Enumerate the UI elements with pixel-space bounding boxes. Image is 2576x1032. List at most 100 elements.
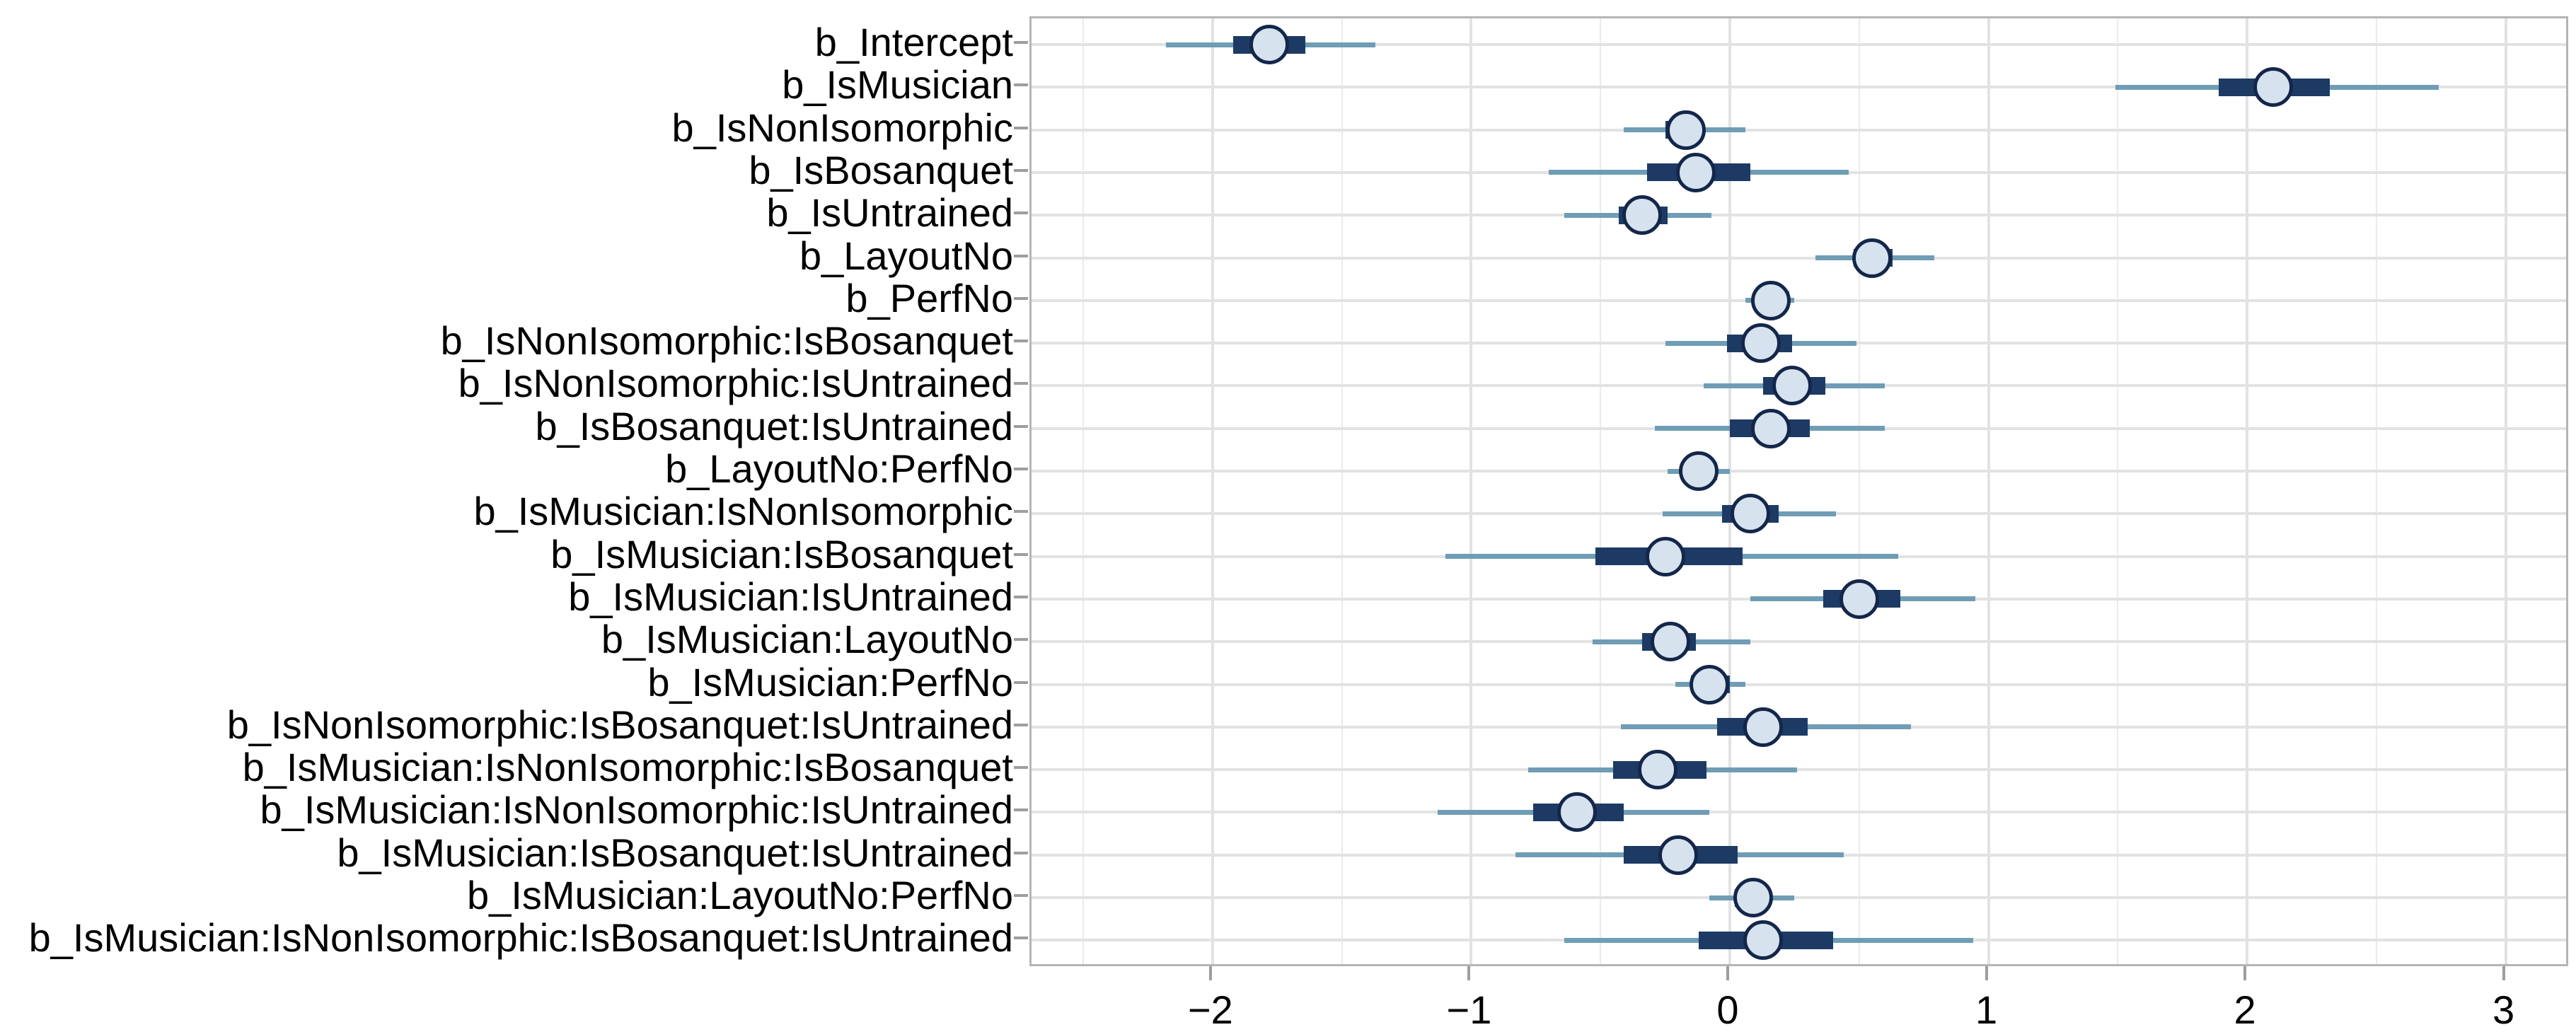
x-tick-label: −1 bbox=[1446, 987, 1492, 1032]
y-tick-mark bbox=[1014, 168, 1028, 172]
row-gridline-h bbox=[1032, 896, 2566, 899]
minor-gridline-v bbox=[2375, 18, 2377, 964]
row-gridline-h bbox=[1032, 128, 2566, 132]
y-tick-mark bbox=[1014, 638, 1028, 642]
y-tick-mark bbox=[1014, 894, 1028, 897]
row-gridline-h bbox=[1032, 683, 2566, 686]
x-tick-label: 3 bbox=[2493, 987, 2515, 1032]
major-gridline-v bbox=[1728, 18, 1731, 964]
minor-gridline-v bbox=[1858, 18, 1860, 964]
y-axis-label: b_IsMusician:IsNonIsomorphic:IsBosanquet… bbox=[28, 915, 1013, 961]
y-axis-label: b_Intercept bbox=[814, 20, 1013, 64]
major-gridline-v bbox=[1211, 18, 1214, 964]
minor-gridline-v bbox=[1082, 18, 1085, 964]
y-tick-mark bbox=[1014, 41, 1028, 44]
row-gridline-h bbox=[1032, 43, 2566, 46]
point-estimate bbox=[1622, 195, 1662, 236]
y-tick-mark bbox=[1014, 808, 1028, 812]
point-estimate bbox=[1637, 750, 1677, 790]
row-gridline-h bbox=[1032, 214, 2566, 217]
y-tick-mark bbox=[1014, 424, 1028, 428]
point-estimate bbox=[1689, 664, 1729, 705]
y-axis-label: b_IsMusician:LayoutNo bbox=[601, 617, 1013, 662]
y-axis-label: b_IsMusician:IsBosanquet bbox=[550, 531, 1013, 576]
x-tick-mark bbox=[2243, 966, 2247, 980]
row-gridline-h bbox=[1032, 298, 2566, 302]
y-axis-label: b_PerfNo bbox=[845, 275, 1013, 320]
point-estimate bbox=[1645, 536, 1685, 576]
y-axis-label: b_LayoutNo bbox=[799, 233, 1013, 278]
row-gridline-h bbox=[1032, 640, 2566, 644]
y-tick-mark bbox=[1014, 254, 1028, 257]
point-estimate bbox=[1731, 494, 1771, 534]
row-gridline-h bbox=[1032, 768, 2566, 772]
point-estimate bbox=[1658, 835, 1698, 875]
y-axis-label: b_IsMusician:PerfNo bbox=[647, 659, 1013, 705]
y-axis-label: b_IsNonIsomorphic:IsBosanquet bbox=[440, 318, 1013, 364]
x-tick-label: 2 bbox=[2234, 987, 2256, 1032]
minor-gridline-v bbox=[2117, 18, 2119, 964]
y-tick-mark bbox=[1014, 340, 1028, 343]
point-estimate bbox=[1743, 920, 1784, 961]
y-tick-mark bbox=[1014, 766, 1028, 770]
y-tick-mark bbox=[1014, 552, 1028, 556]
point-estimate bbox=[2253, 67, 2293, 108]
point-estimate bbox=[1557, 792, 1598, 833]
x-tick-label: −2 bbox=[1187, 987, 1233, 1032]
point-estimate bbox=[1650, 622, 1690, 662]
y-tick-mark bbox=[1014, 595, 1028, 598]
point-estimate bbox=[1676, 152, 1716, 192]
major-gridline-v bbox=[1469, 18, 1473, 964]
y-axis-label: b_IsBosanquet bbox=[749, 147, 1013, 192]
point-estimate bbox=[1751, 408, 1791, 448]
y-tick-mark bbox=[1014, 851, 1028, 854]
y-axis-label: b_IsBosanquet:IsUntrained bbox=[535, 403, 1013, 448]
y-tick-mark bbox=[1014, 937, 1028, 940]
major-gridline-v bbox=[2246, 18, 2249, 964]
point-estimate bbox=[1249, 25, 1290, 64]
y-tick-mark bbox=[1014, 468, 1028, 470]
y-tick-mark bbox=[1014, 296, 1028, 300]
row-gridline-h bbox=[1032, 256, 2566, 260]
y-axis-label: b_IsMusician bbox=[782, 62, 1013, 108]
row-gridline-h bbox=[1032, 86, 2566, 89]
minor-gridline-v bbox=[1600, 18, 1602, 964]
y-axis-label: b_IsMusician:LayoutNo:PerfNo bbox=[467, 873, 1013, 917]
minor-gridline-v bbox=[1341, 18, 1343, 964]
point-estimate bbox=[1839, 579, 1879, 619]
x-tick-label: 1 bbox=[1975, 987, 1998, 1032]
point-estimate bbox=[1740, 323, 1781, 364]
point-estimate bbox=[1852, 238, 1893, 278]
y-tick-mark bbox=[1014, 211, 1028, 215]
y-axis-label: b_IsMusician:IsNonIsomorphic bbox=[473, 489, 1013, 534]
y-axis-label: b_IsUntrained bbox=[766, 190, 1013, 236]
y-axis-labels: b_Intercept b_IsMusician b_IsNonIsomorphic… bbox=[0, 16, 1013, 966]
y-tick-mark bbox=[1014, 510, 1028, 514]
x-tick-mark bbox=[1467, 966, 1471, 980]
point-estimate bbox=[1772, 366, 1812, 406]
point-estimate bbox=[1743, 707, 1784, 747]
y-axis-label: b_IsNonIsomorphic:IsBosanquet:IsUntraine… bbox=[226, 702, 1013, 747]
y-axis-label: b_IsNonIsomorphic bbox=[671, 105, 1013, 150]
point-estimate bbox=[1679, 451, 1719, 491]
y-tick-mark bbox=[1014, 723, 1028, 726]
point-estimate bbox=[1665, 110, 1706, 150]
point-estimate bbox=[1733, 878, 1773, 917]
y-tick-mark bbox=[1014, 126, 1028, 129]
major-gridline-v bbox=[2504, 18, 2507, 964]
row-gridline-h bbox=[1032, 470, 2566, 472]
x-tick-mark bbox=[1985, 966, 1988, 980]
x-tick-mark bbox=[2502, 966, 2505, 980]
y-axis-label: b_IsMusician:IsNonIsomorphic:IsBosanquet bbox=[242, 745, 1013, 790]
row-gridline-h bbox=[1032, 811, 2566, 814]
y-axis-label: b_IsMusician:IsNonIsomorphic:IsUntrained bbox=[260, 787, 1013, 833]
y-axis-label: b_IsNonIsomorphic:IsUntrained bbox=[458, 361, 1013, 406]
y-tick-mark bbox=[1014, 83, 1028, 87]
y-axis-label: b_IsMusician:IsBosanquet:IsUntrained bbox=[337, 830, 1013, 875]
y-tick-mark bbox=[1014, 680, 1028, 684]
x-tick-mark bbox=[1726, 966, 1729, 980]
major-gridline-v bbox=[1987, 18, 1990, 964]
plot-panel bbox=[1029, 16, 2568, 966]
y-axis-label: b_LayoutNo:PerfNo bbox=[665, 446, 1013, 491]
point-estimate bbox=[1751, 280, 1791, 320]
